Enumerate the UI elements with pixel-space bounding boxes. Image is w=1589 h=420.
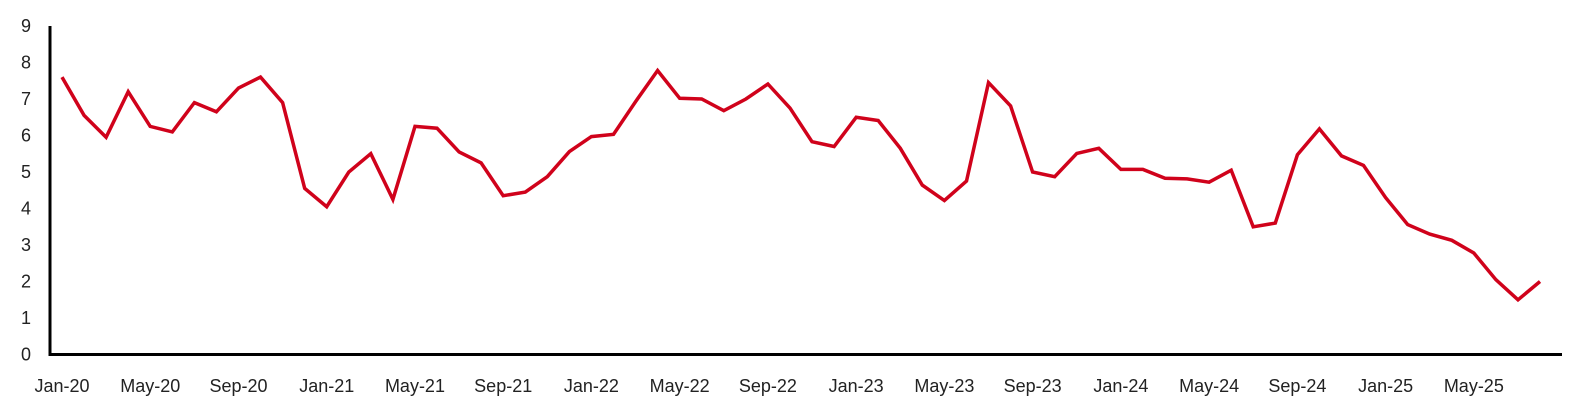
y-tick-label: 6 [21, 126, 31, 146]
y-tick-label: 3 [21, 235, 31, 255]
y-tick-label: 9 [21, 16, 31, 36]
x-tick-label: May-23 [914, 376, 974, 396]
x-tick-label: Jan-25 [1358, 376, 1413, 396]
y-tick-label: 1 [21, 308, 31, 328]
series-line [60, 67, 1542, 303]
x-axis-ticks: Jan-20 May-20 Sep-20 Jan-21 May-21 Sep-21 Jan-… [34, 376, 1503, 396]
y-tick-label: 5 [21, 162, 31, 182]
x-tick-label: Sep-23 [1004, 376, 1062, 396]
x-tick-label: Jan-24 [1093, 376, 1148, 396]
x-tick-label: May-24 [1179, 376, 1239, 396]
x-tick-label: May-22 [650, 376, 710, 396]
y-tick-label: 4 [21, 199, 31, 219]
y-tick-label: 7 [21, 89, 31, 109]
x-tick-label: Sep-22 [739, 376, 797, 396]
x-tick-label: Jan-21 [299, 376, 354, 396]
x-tick-label: Sep-20 [209, 376, 267, 396]
x-tick-label: Sep-24 [1268, 376, 1326, 396]
y-tick-label: 0 [21, 345, 31, 365]
x-tick-label: Jan-20 [34, 376, 89, 396]
x-tick-label: May-25 [1444, 376, 1504, 396]
x-tick-label: May-21 [385, 376, 445, 396]
x-tick-label: Sep-21 [474, 376, 532, 396]
y-tick-label: 8 [21, 53, 31, 73]
x-tick-label: Jan-22 [564, 376, 619, 396]
y-axis-ticks: 0 1 2 3 4 5 6 7 8 9 [21, 16, 31, 365]
y-tick-label: 2 [21, 272, 31, 292]
x-tick-label: Jan-23 [829, 376, 884, 396]
x-tick-label: May-20 [120, 376, 180, 396]
